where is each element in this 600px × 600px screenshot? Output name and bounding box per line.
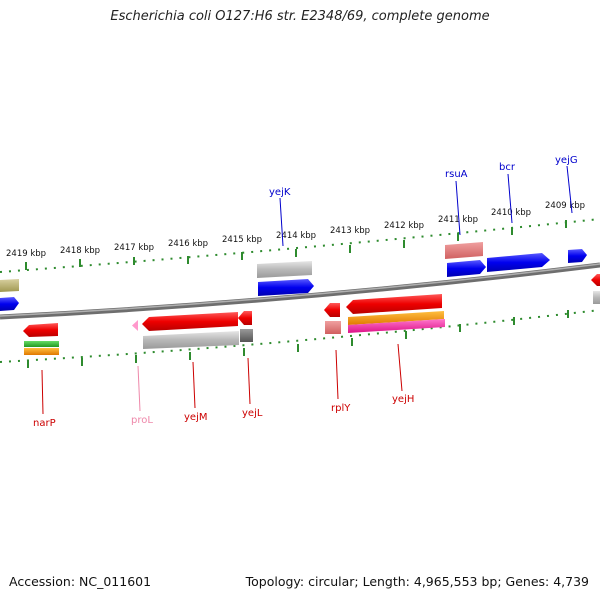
gene-yejM-gray[interactable] [143, 331, 239, 349]
gene-yejK-gray[interactable] [257, 261, 312, 278]
tick-label: 2417 kbp [114, 243, 154, 253]
map-title: Escherichia coli O127:H6 str. E2348/69, … [110, 9, 490, 24]
cds-rplY[interactable] [324, 303, 340, 317]
reverse-strand-features [23, 274, 600, 355]
genome-summary-text: Topology: circular; Length: 4,965,553 bp… [245, 574, 589, 589]
cds-yejH[interactable] [346, 294, 442, 314]
forward-strand-features [0, 242, 587, 311]
gene-narP-green[interactable] [24, 341, 59, 347]
cds-left-forward[interactable] [0, 297, 19, 311]
cds-right-reverse[interactable] [591, 274, 600, 286]
gene-yejL-dark[interactable] [240, 329, 253, 342]
gene-label-rplY[interactable]: rplY [331, 403, 351, 414]
rrna-rsuA[interactable] [445, 242, 483, 259]
tick-label: 2409 kbp [545, 201, 585, 211]
gene-label-yejK[interactable]: yejK [269, 187, 291, 198]
gene-label-yejL[interactable]: yejL [242, 408, 263, 419]
tick-label: 2414 kbp [276, 231, 316, 241]
cds-yejK[interactable] [258, 279, 314, 296]
cds-rsuA[interactable] [447, 260, 486, 277]
gene-label-rsuA[interactable]: rsuA [445, 169, 468, 180]
trna-proL[interactable] [132, 320, 138, 331]
gene-olive-feature[interactable] [0, 279, 19, 292]
gene-label-yejH[interactable]: yejH [392, 394, 414, 405]
tick-label: 2419 kbp [6, 249, 46, 259]
gene-label-yejM[interactable]: yejM [184, 412, 207, 423]
lower-tick-track [0, 309, 600, 363]
rrna-rplY[interactable] [325, 321, 341, 334]
gene-yejH-orange[interactable] [348, 311, 444, 325]
cds-yejG[interactable] [568, 249, 587, 263]
genome-backbone-highlight [0, 263, 600, 317]
gene-label-yejG[interactable]: yejG [555, 155, 578, 166]
tick-label: 2415 kbp [222, 235, 262, 245]
tick-label: 2412 kbp [384, 221, 424, 231]
gene-label-narP[interactable]: narP [33, 418, 56, 429]
cds-yejL[interactable] [238, 311, 252, 325]
gene-yejH-magenta[interactable] [348, 319, 445, 333]
lower-major-ticks [27, 310, 569, 368]
gene-label-bcr[interactable]: bcr [499, 162, 516, 173]
gene-narP-orange[interactable] [24, 348, 59, 355]
tick-label: 2413 kbp [330, 226, 370, 236]
gene-label-proL[interactable]: proL [131, 415, 153, 426]
label-leader-lines [41, 165, 573, 415]
cds-bcr[interactable] [487, 253, 550, 272]
tick-label: 2411 kbp [438, 215, 478, 225]
tick-label: 2416 kbp [168, 239, 208, 249]
accession-text: Accession: NC_011601 [9, 574, 152, 589]
gene-right-gray[interactable] [593, 291, 600, 304]
tick-label: 2418 kbp [60, 246, 100, 256]
genome-backbone [0, 262, 600, 320]
upper-major-ticks [25, 220, 567, 270]
cds-narP[interactable] [23, 323, 58, 337]
cds-yejM[interactable] [142, 312, 238, 331]
gene-labels: yejK rsuA bcr yejG narP proL yejM yejL r… [33, 155, 578, 429]
